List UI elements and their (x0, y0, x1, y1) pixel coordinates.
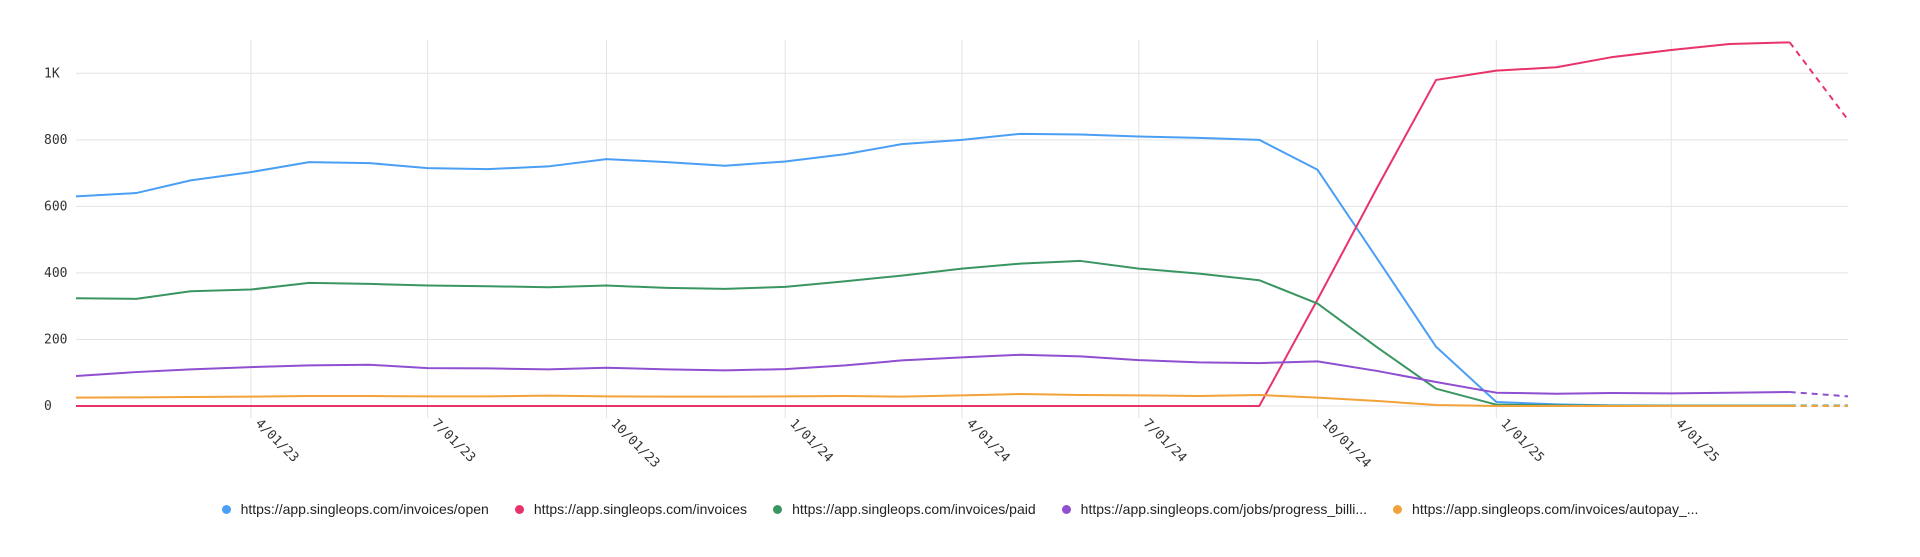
legend-label: https://app.singleops.com/invoices/autop… (1412, 501, 1699, 517)
x-tick-label: 10/01/23 (608, 416, 663, 471)
y-tick-label: 400 (44, 266, 67, 281)
legend-label: https://app.singleops.com/invoices/paid (792, 501, 1036, 517)
y-axis-tick-labels: 0 200 400 600 800 1K (44, 66, 67, 414)
legend-item-1[interactable]: https://app.singleops.com/invoices/open (221, 501, 489, 517)
legend-item-4[interactable]: https://app.singleops.com/jobs/progress_… (1061, 501, 1368, 517)
legend-item-3[interactable]: https://app.singleops.com/invoices/paid (773, 501, 1036, 517)
legend-label: https://app.singleops.com/jobs/progress_… (1080, 501, 1368, 517)
series-projection-line (1788, 41, 1849, 121)
series-2 (76, 41, 1849, 407)
series-lines (75, 41, 1849, 407)
x-axis-tick-labels: 4/01/23 7/01/23 10/01/23 1/01/24 4/01/24 7/01… (252, 416, 1722, 471)
y-tick-label: 1K (44, 66, 60, 81)
x-tick-label: 4/01/23 (252, 416, 301, 465)
x-tick-label: 4/01/25 (1672, 416, 1721, 465)
series-projection-line (1789, 391, 1849, 398)
legend-marker (221, 504, 231, 514)
legend-marker (773, 504, 783, 514)
series-line (76, 41, 1790, 407)
series-line (75, 353, 1790, 395)
series-line (75, 259, 1790, 407)
y-tick-label: 200 (44, 332, 67, 347)
series-line (75, 393, 1790, 407)
legend-marker (1061, 504, 1071, 514)
x-tick-label: 7/01/23 (429, 416, 478, 465)
y-tick-label: 600 (44, 199, 67, 214)
x-tick-label: 1/01/24 (786, 416, 835, 465)
line-chart: 0 200 400 600 800 1K 4/01/23 7/01/23 10/01/23 1/… (44, 40, 1849, 471)
chart-legend: https://app.singleops.com/invoices/open h… (0, 497, 1920, 521)
y-tick-label: 0 (44, 399, 52, 414)
vertical-gridlines (250, 40, 1672, 418)
legend-item-5[interactable]: https://app.singleops.com/invoices/autop… (1393, 501, 1698, 517)
legend-marker (514, 504, 524, 514)
x-tick-label: 1/01/25 (1497, 416, 1546, 465)
legend-label: https://app.singleops.com/invoices/open (240, 501, 489, 517)
x-tick-label: 7/01/24 (1140, 416, 1189, 465)
x-tick-label: 4/01/24 (963, 416, 1012, 465)
series-5 (75, 393, 1848, 407)
legend-label: https://app.singleops.com/invoices (533, 501, 748, 517)
series-4 (75, 353, 1849, 398)
y-tick-label: 800 (44, 133, 67, 148)
legend-marker (1393, 504, 1403, 514)
series-line (75, 132, 1790, 407)
legend-item-2[interactable]: https://app.singleops.com/invoices (514, 501, 748, 517)
x-tick-label: 10/01/24 (1319, 416, 1374, 471)
